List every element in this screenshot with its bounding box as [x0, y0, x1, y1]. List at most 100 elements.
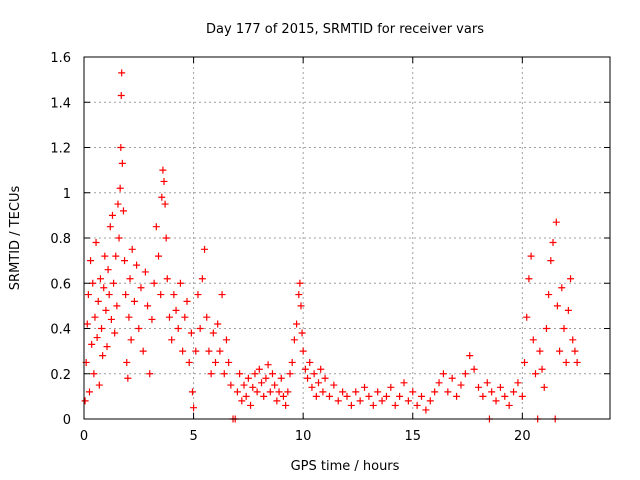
- data-point: [339, 388, 347, 396]
- data-point: [356, 397, 364, 405]
- data-point: [118, 159, 126, 167]
- data-point: [262, 374, 270, 382]
- data-point: [158, 193, 166, 201]
- data-point: [325, 392, 333, 400]
- data-point: [457, 381, 465, 389]
- x-tick-label: 5: [189, 429, 197, 444]
- data-point: [536, 347, 544, 355]
- data-point: [334, 397, 342, 405]
- data-point: [288, 358, 296, 366]
- data-point: [227, 381, 235, 389]
- data-point: [571, 347, 579, 355]
- data-point: [125, 313, 133, 321]
- data-point: [188, 388, 196, 396]
- data-point: [119, 207, 127, 215]
- data-point: [155, 252, 163, 260]
- data-point: [290, 336, 298, 344]
- data-point: [150, 279, 158, 287]
- x-tick-label: 0: [80, 429, 88, 444]
- data-point: [483, 379, 491, 387]
- data-point: [461, 370, 469, 378]
- data-point: [222, 336, 230, 344]
- data-point: [126, 275, 134, 283]
- data-point: [152, 223, 160, 231]
- y-tick-label: 0.4: [50, 323, 71, 338]
- data-point: [123, 358, 131, 366]
- data-point: [122, 291, 130, 299]
- data-point: [116, 184, 124, 192]
- data-point: [409, 388, 417, 396]
- data-point: [185, 358, 193, 366]
- data-point: [479, 392, 487, 400]
- data-point: [83, 320, 91, 328]
- data-point: [84, 291, 92, 299]
- data-point: [146, 370, 154, 378]
- data-point: [124, 374, 132, 382]
- data-point: [194, 291, 202, 299]
- x-tick-label: 15: [404, 429, 421, 444]
- data-point: [431, 388, 439, 396]
- data-point: [547, 257, 555, 265]
- chart-title: Day 177 of 2015, SRMTID for receiver var…: [206, 22, 484, 37]
- data-point: [157, 291, 165, 299]
- data-point: [444, 388, 452, 396]
- data-point: [308, 383, 316, 391]
- data-point: [85, 388, 93, 396]
- data-point: [216, 347, 224, 355]
- data-point: [306, 358, 314, 366]
- data-point: [453, 392, 461, 400]
- data-point: [297, 302, 305, 310]
- data-point: [90, 370, 98, 378]
- data-point: [552, 218, 560, 226]
- data-point: [540, 383, 548, 391]
- data-point: [404, 397, 412, 405]
- data-point: [115, 234, 123, 242]
- data-point: [286, 370, 294, 378]
- data-point: [277, 374, 285, 382]
- data-point: [466, 352, 474, 360]
- data-point: [170, 291, 178, 299]
- data-point: [268, 370, 276, 378]
- data-point: [562, 358, 570, 366]
- data-point: [321, 374, 329, 382]
- data-point: [94, 297, 102, 305]
- data-point: [298, 329, 306, 337]
- data-point: [273, 397, 281, 405]
- x-tick-label: 20: [514, 429, 531, 444]
- data-point: [111, 329, 119, 337]
- data-point: [492, 397, 500, 405]
- data-point: [251, 370, 259, 378]
- data-point: [81, 397, 89, 405]
- data-point: [382, 392, 390, 400]
- data-point: [271, 381, 279, 389]
- data-point: [89, 279, 97, 287]
- data-point: [365, 392, 373, 400]
- data-point: [564, 306, 572, 314]
- data-point: [93, 334, 101, 342]
- axis-ticks: [83, 56, 610, 420]
- data-point: [501, 392, 509, 400]
- data-point: [317, 365, 325, 373]
- data-point: [181, 313, 189, 321]
- data-point: [266, 388, 274, 396]
- data-point: [560, 325, 568, 332]
- data-point: [172, 306, 180, 314]
- data-point: [378, 397, 386, 405]
- data-point: [488, 388, 496, 396]
- data-point: [113, 302, 121, 310]
- data-point: [542, 325, 550, 332]
- data-point: [201, 245, 209, 253]
- data-point: [569, 336, 577, 344]
- data-point: [282, 401, 290, 409]
- data-point: [162, 234, 170, 242]
- data-point: [209, 329, 217, 337]
- data-point: [531, 370, 539, 378]
- data-point: [470, 365, 478, 373]
- data-point: [418, 392, 426, 400]
- data-point: [439, 370, 447, 378]
- data-point: [236, 370, 244, 378]
- data-point: [369, 401, 377, 409]
- data-point: [102, 306, 110, 314]
- data-point: [244, 374, 252, 382]
